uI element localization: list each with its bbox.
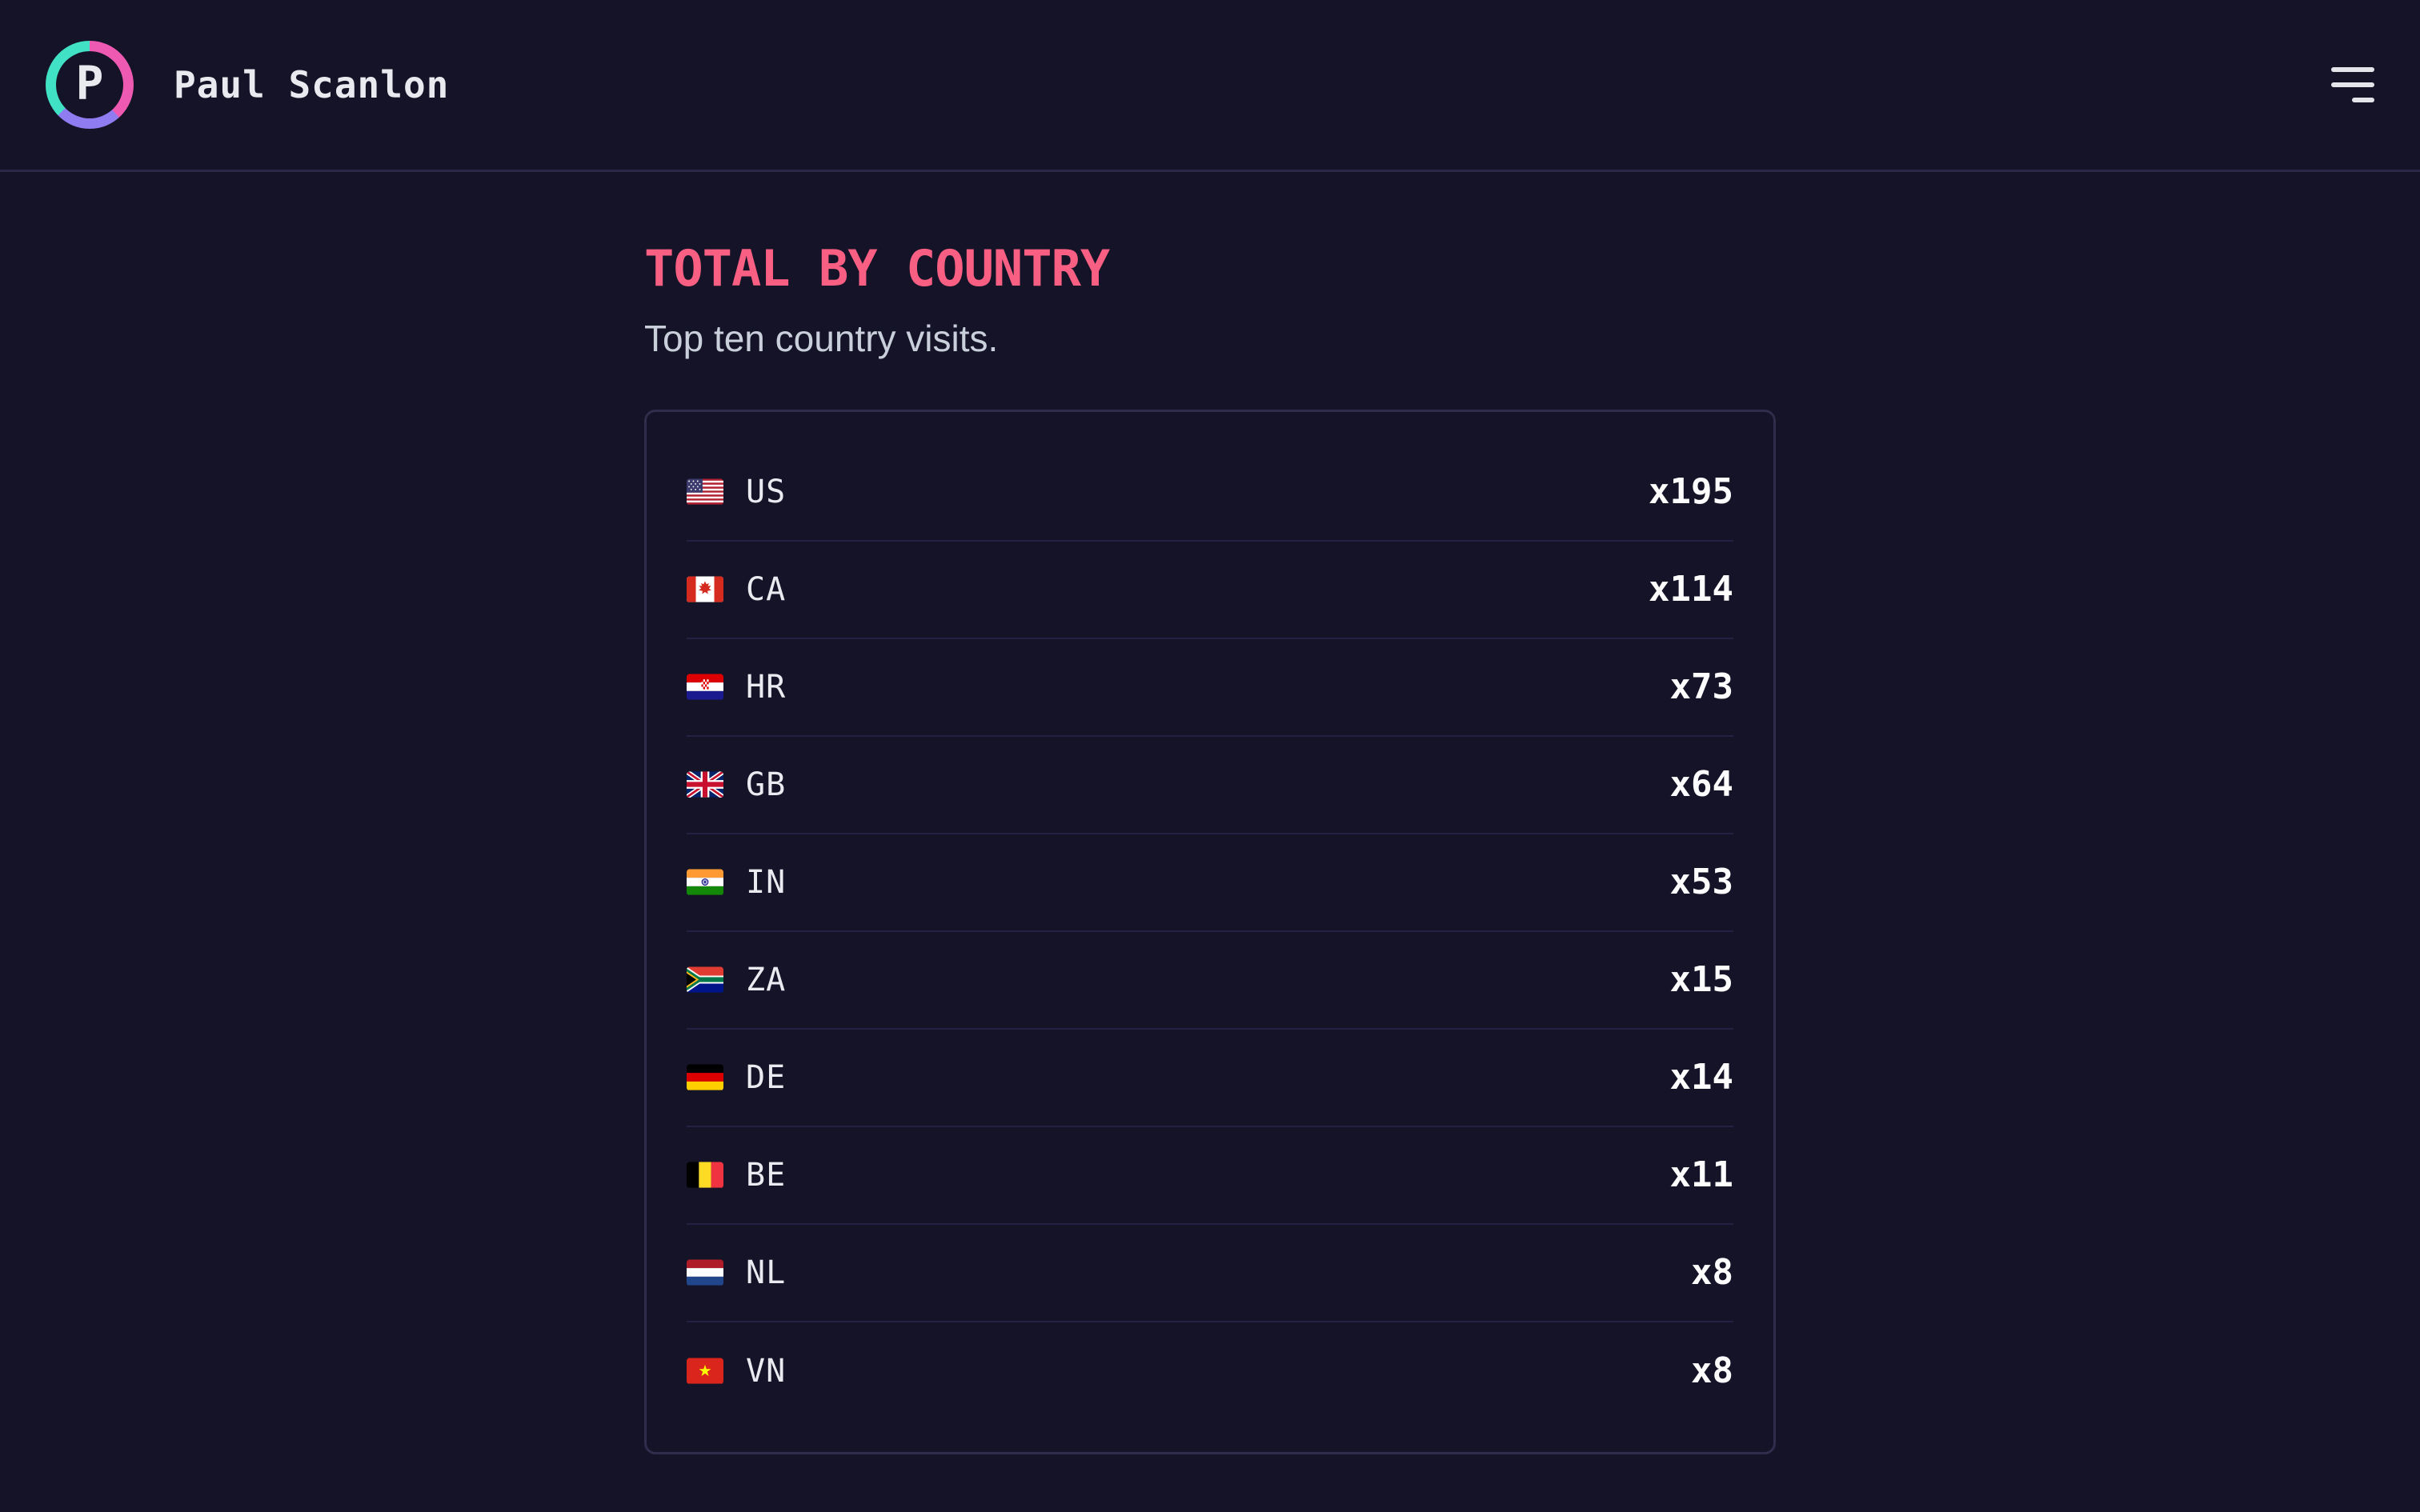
- visit-count: x114: [1649, 569, 1733, 610]
- visit-count: x64: [1669, 764, 1733, 806]
- country-code: ZA: [746, 961, 787, 998]
- site-name: Paul Scanlon: [174, 63, 450, 106]
- page-title: TOTAL BY COUNTRY: [644, 239, 1110, 298]
- hamburger-menu-button[interactable]: [2331, 67, 2374, 102]
- visit-count: x11: [1669, 1154, 1733, 1196]
- us-flag-icon: [687, 478, 723, 505]
- in-flag-icon: [687, 869, 723, 895]
- country-row: IN x53: [687, 834, 1733, 932]
- country-code: BE: [746, 1156, 787, 1194]
- ca-flag-icon: [687, 576, 723, 602]
- country-row: US x195: [687, 444, 1733, 542]
- visit-count: x15: [1669, 959, 1733, 1001]
- country-code: VN: [746, 1352, 787, 1390]
- country-list: US x195 CA x114 HR x73: [687, 444, 1733, 1420]
- de-flag-icon: [687, 1064, 723, 1090]
- za-flag-icon: [687, 966, 723, 993]
- visit-count: x8: [1691, 1350, 1733, 1392]
- country-row: GB x64: [687, 737, 1733, 834]
- nl-flag-icon: [687, 1259, 723, 1286]
- country-code: DE: [746, 1058, 787, 1096]
- country-row: BE x11: [687, 1127, 1733, 1225]
- site-logo[interactable]: P: [46, 41, 134, 129]
- visit-count: x53: [1669, 862, 1733, 903]
- visit-count: x73: [1669, 666, 1733, 708]
- country-row: DE x14: [687, 1030, 1733, 1127]
- country-visits-card: US x195 CA x114 HR x73: [644, 409, 1776, 1454]
- country-row: ZA x15: [687, 932, 1733, 1030]
- main-content: TOTAL BY COUNTRY Top ten country visits.…: [644, 172, 1776, 1454]
- site-header: P Paul Scanlon: [0, 0, 2420, 172]
- be-flag-icon: [687, 1162, 723, 1188]
- logo-letter: P: [56, 51, 123, 118]
- country-row: HR x73: [687, 639, 1733, 737]
- visit-count: x8: [1691, 1252, 1733, 1294]
- country-code: CA: [746, 570, 787, 608]
- country-code: GB: [746, 766, 787, 803]
- page-subtitle: Top ten country visits.: [644, 318, 999, 359]
- visit-count: x14: [1669, 1057, 1733, 1098]
- country-row: NL x8: [687, 1225, 1733, 1322]
- visit-count: x195: [1649, 471, 1733, 513]
- gb-flag-icon: [687, 771, 723, 798]
- hamburger-icon: [2331, 67, 2374, 72]
- country-code: IN: [746, 863, 787, 901]
- hr-flag-icon: [687, 674, 723, 700]
- country-row: CA x114: [687, 542, 1733, 639]
- country-code: US: [746, 473, 787, 510]
- vn-flag-icon: [687, 1358, 723, 1384]
- country-code: NL: [746, 1254, 787, 1291]
- header-left: P Paul Scanlon: [46, 41, 449, 129]
- country-code: HR: [746, 668, 787, 706]
- country-row: VN x8: [687, 1322, 1733, 1420]
